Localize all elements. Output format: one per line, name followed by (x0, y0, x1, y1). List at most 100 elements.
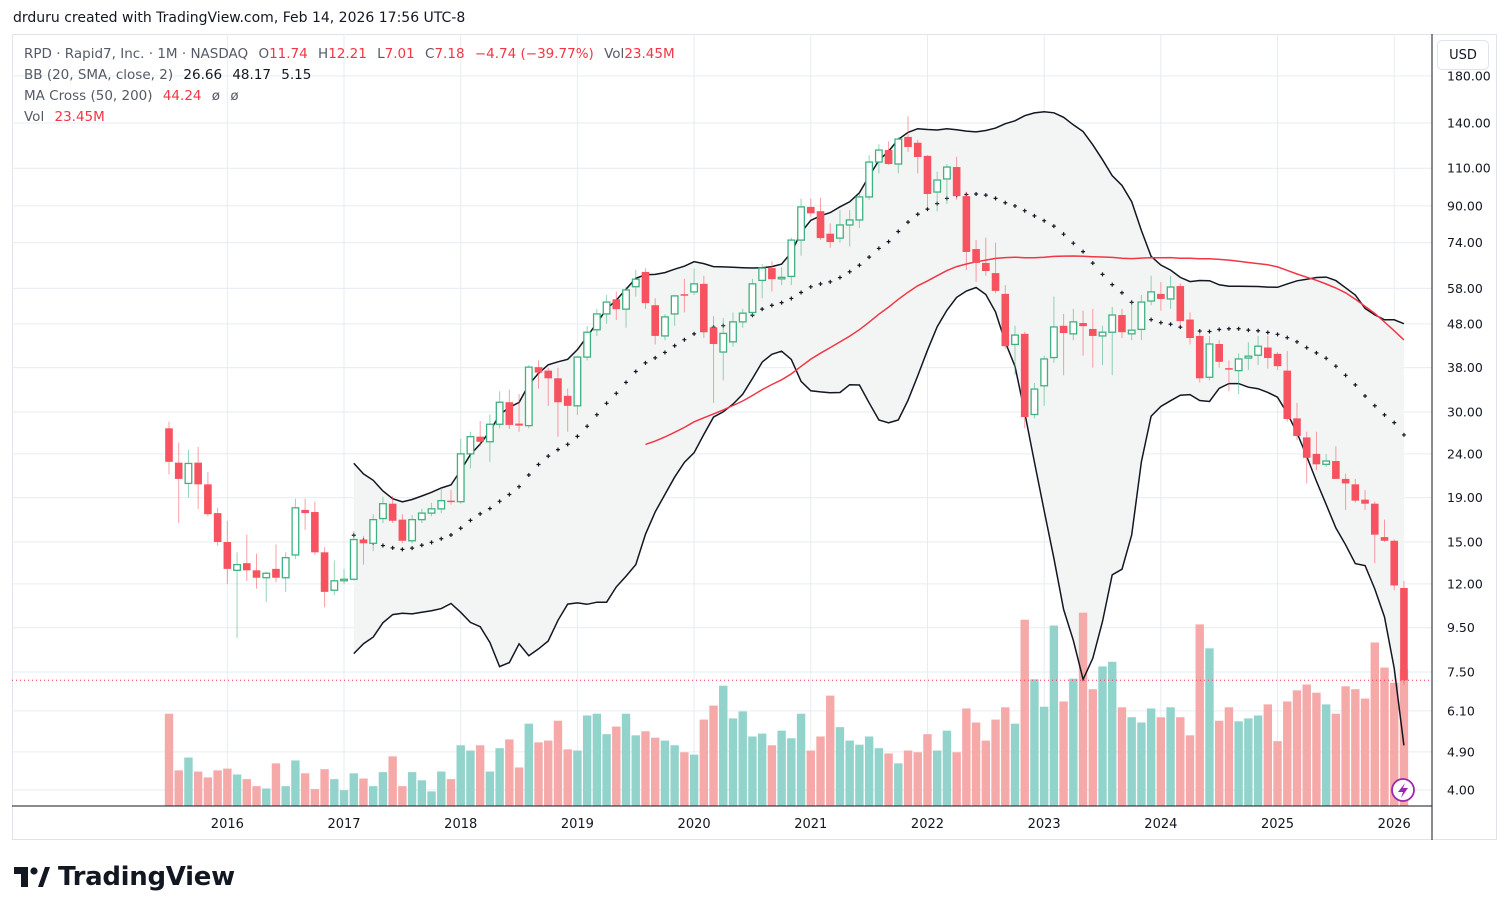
legend-ma-row[interactable]: MA Cross (50, 200) 44.24 ø ø (24, 86, 675, 107)
price-tick-label: 90.00 (1447, 198, 1483, 213)
candle-body (563, 395, 572, 406)
volume-bar (864, 736, 874, 806)
bb-upper-value: 48.17 (232, 67, 271, 83)
candle-body (223, 542, 232, 569)
candle-body (1020, 333, 1029, 418)
vol-row-value: 23.45M (54, 109, 105, 125)
currency-button[interactable]: USD (1437, 40, 1489, 70)
candle (631, 269, 640, 297)
volume-bar (300, 773, 310, 806)
bb-basis-point (1275, 332, 1280, 337)
bb-basis-point (507, 492, 512, 497)
candle-body (311, 512, 319, 553)
candle-body (359, 539, 368, 544)
candle-body (660, 316, 669, 337)
candle-body (1283, 370, 1292, 419)
candle (680, 278, 689, 313)
bb-basis-point (1265, 330, 1270, 335)
candle-body (398, 519, 407, 541)
candle-body (1088, 328, 1097, 336)
candle-body (262, 572, 271, 579)
volume-label: Vol (604, 46, 625, 62)
candle (524, 365, 533, 429)
candle (1283, 351, 1292, 422)
volume-bar (534, 742, 543, 806)
candle (194, 446, 202, 509)
legend-vol-row[interactable]: Vol 23.45M (24, 107, 675, 128)
volume-bar (680, 752, 689, 806)
bb-basis-point (662, 350, 667, 355)
candle-body (1351, 484, 1360, 501)
candle-body (495, 401, 504, 425)
candle-body (845, 219, 854, 226)
candle-body (1302, 437, 1311, 458)
price-tick-label: 9.50 (1447, 620, 1475, 635)
legend-bb-row[interactable]: BB (20, SMA, close, 2) 26.66 48.17 5.15 (24, 65, 675, 86)
candle-body (1370, 503, 1379, 535)
candle-body (952, 167, 961, 197)
bb-basis-point (993, 196, 998, 201)
bb-basis-point (682, 337, 687, 342)
volume-bar (563, 749, 572, 806)
volume-bar (1224, 707, 1234, 806)
volume-bar (719, 685, 728, 806)
close-value: 7.18 (434, 46, 465, 62)
ma50-line (645, 255, 1405, 446)
volume-bar (320, 769, 329, 806)
volume-bar (1390, 682, 1399, 806)
bb-basis-point (837, 275, 842, 280)
candle (485, 414, 494, 462)
candle-body (982, 262, 990, 272)
candle (1108, 307, 1117, 376)
volume-bar (1166, 707, 1175, 806)
candle-body (622, 289, 630, 310)
bb-basis-point (1217, 327, 1222, 332)
candle (816, 197, 825, 241)
volume-bar (466, 750, 475, 806)
volume-bar (475, 745, 485, 806)
tradingview-logo-icon (14, 867, 50, 887)
candle-body (651, 305, 659, 336)
candle-body (680, 294, 689, 296)
candle-body (690, 283, 699, 293)
bb-fill-area (353, 111, 1404, 746)
volume-bar (310, 789, 320, 806)
bb-basis-point (604, 401, 609, 406)
bb-basis-point (1236, 326, 1241, 331)
candle (1312, 431, 1321, 471)
volume-bar (1380, 667, 1389, 806)
bb-basis-point (1246, 328, 1251, 333)
price-chart[interactable]: 4.00 4.90 6.10 7.50 9.50 12.00 15.00 19.00 24.00… (12, 34, 1497, 840)
bb-basis-point (828, 279, 833, 284)
candle-body (427, 508, 436, 514)
bb-basis-point (1081, 249, 1086, 254)
volume-bar (1195, 624, 1204, 806)
time-tick-label: 2018 (444, 817, 477, 832)
lightning-icon[interactable] (1391, 778, 1415, 802)
candle (1040, 355, 1049, 406)
symbol-label[interactable]: RPD · Rapid7, Inc. · 1M · NASDAQ (24, 46, 249, 62)
price-tick-label: 58.00 (1447, 281, 1483, 296)
candle (982, 237, 990, 276)
bb-basis-point (974, 192, 979, 197)
volume-bar (1263, 704, 1273, 806)
volume-bar (952, 752, 961, 806)
bb-basis-point (1071, 241, 1076, 246)
volume-bar (845, 740, 854, 806)
chart-frame (12, 34, 1497, 840)
volume-bar (806, 750, 815, 806)
bb-basis-point (1032, 213, 1037, 218)
volume-bar (573, 750, 582, 806)
volume-bar (884, 753, 893, 806)
bb-basis-point (1363, 393, 1368, 398)
bb-basis-point (1304, 345, 1309, 350)
candle-body (806, 206, 815, 214)
candle-body (515, 423, 523, 426)
price-tick-label: 110.00 (1447, 161, 1491, 176)
candle (592, 308, 601, 336)
candle-body (719, 332, 728, 353)
candle-body (1030, 388, 1039, 416)
tradingview-logo[interactable]: TradingView (14, 862, 235, 892)
candle (1225, 360, 1233, 392)
bb-basis-point (468, 518, 473, 523)
